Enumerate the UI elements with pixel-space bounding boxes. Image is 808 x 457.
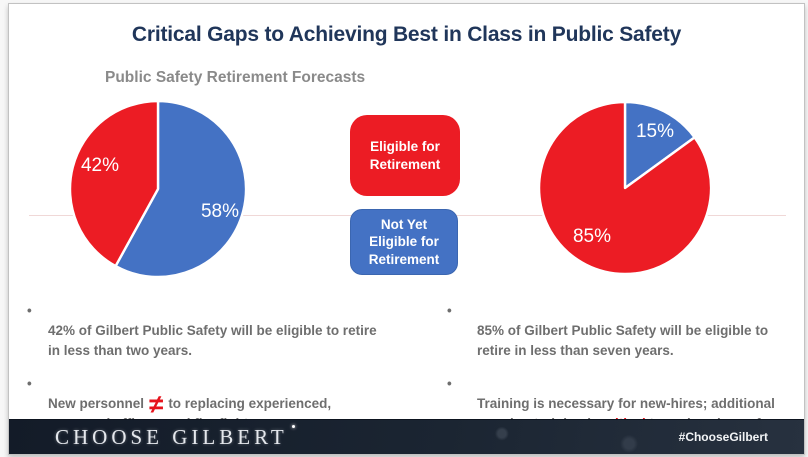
pie-slice-eligible [68, 99, 160, 268]
legend-not-yet-label: Not Yet Eligible for Retirement [368, 216, 440, 267]
legend-eligible-label: Eligible for Retirement [369, 138, 441, 172]
bullet-text: 42% of Gilbert Public Safety will be eli… [48, 323, 377, 358]
pie-slice-not-yet-eligible [114, 99, 248, 279]
pie-chart-two-years [68, 99, 248, 279]
legend-not-yet-eligible: Not Yet Eligible for Retirement [350, 209, 458, 275]
pie-chart-seven-years [537, 100, 713, 276]
bullet-text: New personnel [48, 396, 145, 411]
choose-gilbert-logo: CHOOSE GILBERT [55, 424, 295, 449]
pie-slice-not-yet-eligible [623, 100, 696, 190]
pie-label-58: 58% [200, 201, 240, 222]
slide: Critical Gaps to Achieving Best in Class… [8, 3, 805, 455]
bullet-retire-two-years: 42% of Gilbert Public Safety will be eli… [25, 301, 410, 361]
bullet-text: 85% of Gilbert Public Safety will be eli… [477, 323, 769, 358]
bullet-retire-seven-years: 85% of Gilbert Public Safety will be eli… [445, 301, 790, 361]
pie-label-15: 15% [635, 121, 675, 142]
hashtag-label: #ChooseGilbert [678, 430, 768, 444]
footer-bar: CHOOSE GILBERT #ChooseGilbert [9, 419, 804, 454]
not-equal-icon: ≠ [149, 389, 164, 419]
pie-label-42: 42% [80, 155, 120, 176]
chart-subtitle: Public Safety Retirement Forecasts [105, 69, 366, 86]
pie-slice-eligible [537, 100, 713, 276]
slide-title: Critical Gaps to Achieving Best in Class… [131, 23, 682, 46]
pie-label-85: 85% [572, 226, 612, 247]
legend-eligible-for-retirement: Eligible for Retirement [350, 115, 460, 196]
